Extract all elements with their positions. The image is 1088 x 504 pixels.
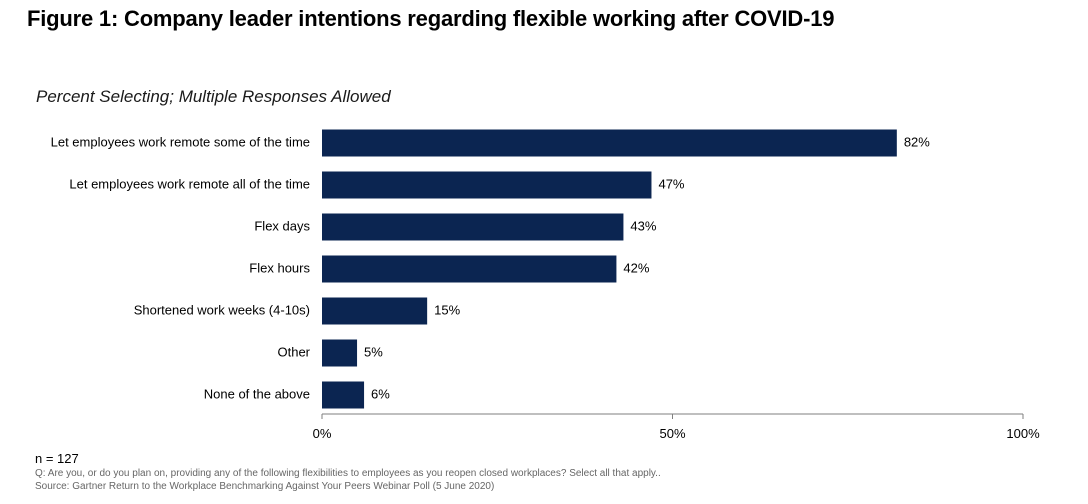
bar	[322, 171, 652, 199]
bar	[322, 297, 428, 325]
value-label: 5%	[364, 344, 383, 359]
category-label: Other	[277, 344, 310, 359]
bar	[322, 213, 624, 241]
category-label: Let employees work remote some of the ti…	[51, 134, 310, 149]
value-label: 47%	[658, 176, 684, 191]
chart-subtitle: Percent Selecting; Multiple Responses Al…	[36, 87, 391, 106]
value-label: 15%	[434, 302, 460, 317]
bar	[322, 381, 365, 409]
bar	[322, 339, 358, 367]
value-label: 43%	[630, 218, 656, 233]
figure-title: Figure 1: Company leader intentions rega…	[27, 6, 835, 31]
x-tick-label: 50%	[659, 426, 685, 441]
category-label: Let employees work remote all of the tim…	[69, 176, 310, 191]
category-label: None of the above	[204, 386, 310, 401]
category-label: Flex days	[254, 218, 310, 233]
value-label: 82%	[904, 134, 930, 149]
x-tick-label: 100%	[1006, 426, 1040, 441]
bar	[322, 255, 617, 283]
value-label: 42%	[623, 260, 649, 275]
question-footnote: Q: Are you, or do you plan on, providing…	[35, 468, 661, 479]
category-label: Shortened work weeks (4-10s)	[134, 302, 310, 317]
category-label: Flex hours	[249, 260, 310, 275]
bar	[322, 129, 897, 157]
source-footnote: Source: Gartner Return to the Workplace …	[35, 481, 495, 492]
value-label: 6%	[371, 386, 390, 401]
sample-size-note: n = 127	[35, 451, 79, 466]
x-tick-label: 0%	[313, 426, 332, 441]
